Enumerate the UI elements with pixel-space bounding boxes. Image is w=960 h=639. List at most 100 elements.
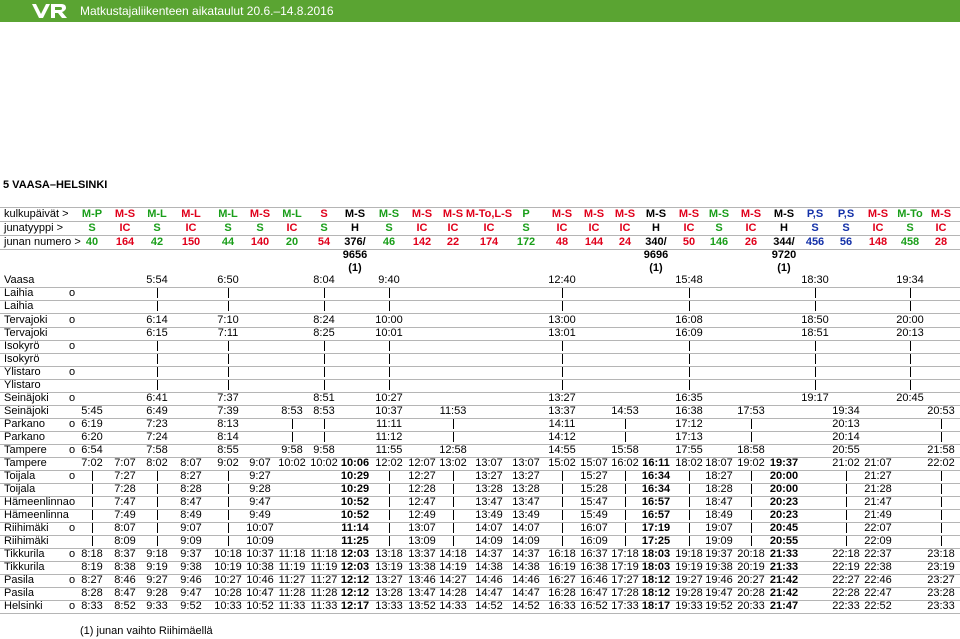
pass-through-bar <box>562 341 563 351</box>
station-name: Ylistaro <box>4 366 41 378</box>
pass-through-bar <box>562 484 563 494</box>
pass-through-bar <box>941 497 942 507</box>
time-cell: 14:07 <box>475 522 503 534</box>
station-name: Seinäjoki <box>4 392 49 404</box>
time-cell: 23:19 <box>927 561 955 573</box>
time-cell: 13:28 <box>475 483 503 495</box>
time-cell: 13:37 <box>548 405 576 417</box>
time-cell: 16:57 <box>641 496 671 508</box>
time-cell: 20:13 <box>832 418 860 430</box>
time-cell: 6:15 <box>146 327 168 339</box>
pass-through-bar <box>625 523 626 533</box>
header-cell: 26 <box>744 236 758 248</box>
time-cell: 9:09 <box>180 535 202 547</box>
pass-through-bar <box>157 523 158 533</box>
pass-through-bar <box>941 432 942 442</box>
header-cell: S <box>256 222 264 234</box>
time-cell: 6:50 <box>217 274 239 286</box>
time-cell: 10:06 <box>340 457 370 469</box>
time-cell: 18:03 <box>641 548 671 560</box>
time-cell: 10:29 <box>340 470 370 482</box>
pass-through-bar <box>389 523 390 533</box>
time-cell: 18:12 <box>641 587 671 599</box>
arrival-indicator: o <box>69 444 76 456</box>
time-cell: 15:47 <box>580 496 608 508</box>
time-cell: 14:11 <box>548 418 576 430</box>
pass-through-bar <box>689 523 690 533</box>
header-cell: S <box>153 222 161 234</box>
pass-through-bar <box>562 288 563 298</box>
time-cell: 18:28 <box>705 483 733 495</box>
time-cell: 8:27 <box>180 470 202 482</box>
time-cell: 16:37 <box>580 548 608 560</box>
pass-through-bar <box>92 471 93 481</box>
pass-through-bar <box>292 419 293 429</box>
station-name: Tikkurila <box>4 561 45 573</box>
time-cell: 9:33 <box>146 600 168 612</box>
time-cell: 19:34 <box>832 405 860 417</box>
time-cell: 20:53 <box>927 405 955 417</box>
time-cell: 14:52 <box>475 600 503 612</box>
time-cell: 14:47 <box>475 587 503 599</box>
header-cell: 48 <box>555 236 569 248</box>
time-cell: 14:47 <box>512 587 540 599</box>
header-cell: M-S <box>867 208 889 220</box>
pass-through-bar <box>389 510 390 520</box>
time-cell: 5:45 <box>81 405 103 417</box>
header-cell: M-P <box>81 208 103 220</box>
time-cell: 21:58 <box>927 444 955 456</box>
time-cell: 8:13 <box>217 418 239 430</box>
pass-through-bar <box>815 380 816 390</box>
time-cell: 13:07 <box>512 457 540 469</box>
arrival-indicator: o <box>69 574 76 586</box>
time-cell: 23:28 <box>927 587 955 599</box>
time-cell: 20:18 <box>737 548 765 560</box>
row-separator <box>0 340 960 341</box>
pass-through-bar <box>562 471 563 481</box>
header-cell: IC <box>119 222 131 234</box>
time-cell: 19:47 <box>705 587 733 599</box>
time-cell: 16:11 <box>642 457 670 469</box>
pass-through-bar <box>228 341 229 351</box>
time-cell: 10:46 <box>246 574 274 586</box>
arrival-indicator: o <box>69 418 76 430</box>
time-cell: 23:27 <box>927 574 955 586</box>
time-cell: 9:18 <box>146 548 168 560</box>
time-cell: 18:50 <box>801 314 829 326</box>
time-cell: 13:02 <box>439 457 467 469</box>
time-cell: 11:33 <box>310 600 338 612</box>
time-cell: 18:51 <box>801 327 829 339</box>
station-name: Pasila <box>4 574 34 586</box>
time-cell: 6:54 <box>81 444 103 456</box>
time-cell: 12:28 <box>408 483 436 495</box>
header-cell: S <box>385 222 393 234</box>
header-cell: 172 <box>516 236 536 248</box>
time-cell: 6:20 <box>81 431 103 443</box>
pass-through-bar <box>453 497 454 507</box>
time-cell: 13:27 <box>548 392 576 404</box>
pass-through-bar <box>453 484 454 494</box>
pass-through-bar <box>751 484 752 494</box>
header-cell: M-S <box>442 208 464 220</box>
time-cell: 12:58 <box>439 444 467 456</box>
header-cell: S <box>842 222 850 234</box>
time-cell: 13:52 <box>408 600 436 612</box>
time-cell: 9:37 <box>180 548 202 560</box>
time-cell: 16:38 <box>580 561 608 573</box>
header-cell: 140 <box>250 236 270 248</box>
header-cell: M-S <box>708 208 730 220</box>
time-cell: 8:09 <box>114 535 136 547</box>
header-cell: 50 <box>682 236 696 248</box>
row-separator <box>0 509 960 510</box>
time-cell: 12:02 <box>375 457 403 469</box>
pass-through-bar <box>910 380 911 390</box>
header-cell: 148 <box>868 236 888 248</box>
head-label: kulkupäivät > <box>4 208 69 220</box>
time-cell: 8:52 <box>114 600 136 612</box>
station-name: Isokyrö <box>4 340 40 352</box>
time-cell: 6:41 <box>146 392 168 404</box>
row-separator <box>0 561 960 562</box>
station-name: Seinäjoki <box>4 405 49 417</box>
time-cell: 20:23 <box>769 509 799 521</box>
pass-through-bar <box>228 288 229 298</box>
